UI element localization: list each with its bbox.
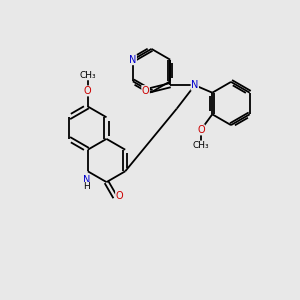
Text: O: O (84, 86, 92, 96)
Text: O: O (142, 85, 149, 96)
Text: N: N (191, 80, 199, 90)
Text: N: N (129, 55, 136, 65)
Text: H: H (83, 182, 90, 191)
Text: N: N (82, 175, 90, 185)
Text: O: O (116, 191, 123, 201)
Text: CH₃: CH₃ (193, 141, 209, 150)
Text: O: O (197, 125, 205, 135)
Text: CH₃: CH₃ (80, 71, 96, 80)
